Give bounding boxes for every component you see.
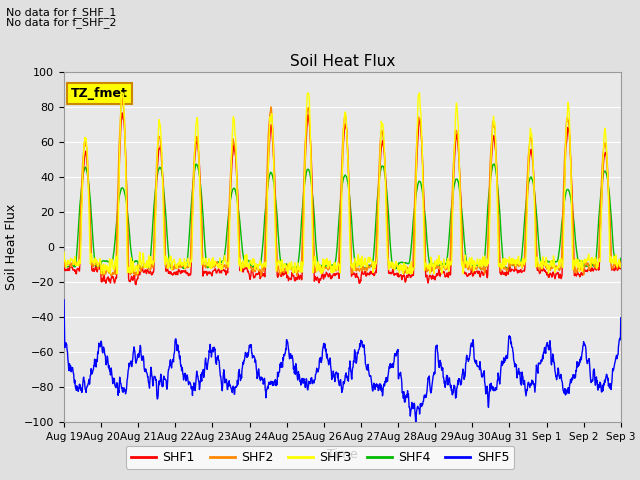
Text: TZ_fmet: TZ_fmet xyxy=(71,87,128,100)
Legend: SHF1, SHF2, SHF3, SHF4, SHF5: SHF1, SHF2, SHF3, SHF4, SHF5 xyxy=(126,446,514,469)
Title: Soil Heat Flux: Soil Heat Flux xyxy=(290,54,395,70)
Text: No data for f_SHF_1: No data for f_SHF_1 xyxy=(6,7,116,18)
X-axis label: Time: Time xyxy=(327,448,358,461)
Text: No data for f_SHF_2: No data for f_SHF_2 xyxy=(6,17,117,28)
Y-axis label: Soil Heat Flux: Soil Heat Flux xyxy=(5,204,19,290)
